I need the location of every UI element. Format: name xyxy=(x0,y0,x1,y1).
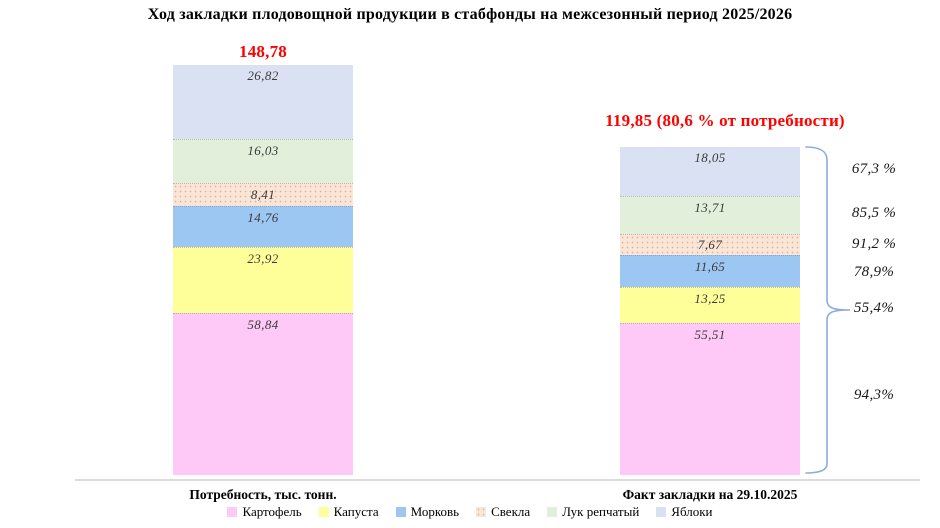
need-total-label: 148,78 xyxy=(239,42,287,61)
segment-value-label: 13,25 xyxy=(694,291,726,306)
percent-label-cabbage: 55,4% xyxy=(853,300,895,316)
percent-label-onion: 85,5 % xyxy=(851,205,897,221)
apples-swatch-icon xyxy=(656,507,667,517)
fact-bar-segment-potato: 55,51 xyxy=(620,323,800,475)
need-bar-segment-apples: 26,82 xyxy=(173,65,353,139)
fact-bar-segment-onion: 13,71 xyxy=(620,196,800,234)
segment-value-label: 13,71 xyxy=(694,200,726,215)
cabbage-swatch-icon xyxy=(318,507,329,517)
x-axis-line xyxy=(75,479,920,481)
need-bar-segment-beet: 8,41 xyxy=(173,183,353,206)
page-title: Ход закладки плодовощной продукции в ста… xyxy=(147,6,793,23)
percent-label-carrot: 78,9% xyxy=(853,264,895,280)
need-bar-segment-onion: 16,03 xyxy=(173,139,353,183)
legend-item-potato: Картофель xyxy=(227,504,302,520)
segment-value-label: 7,67 xyxy=(697,237,723,252)
brace-bracket xyxy=(805,146,851,474)
legend: Картофель Капуста Морковь Свекла Лук реп… xyxy=(0,504,940,520)
legend-label: Лук репчатый xyxy=(562,504,640,519)
fact-bar-segment-cabbage: 13,25 xyxy=(620,287,800,323)
segment-value-label: 8,41 xyxy=(250,187,276,202)
segment-value-label: 18,05 xyxy=(694,150,726,165)
category-label-need: Потребность, тыс. тонн. xyxy=(189,487,337,502)
legend-label: Капуста xyxy=(333,504,379,519)
legend-item-beet: Свекла xyxy=(476,504,530,520)
fact-bar-segment-carrot: 11,65 xyxy=(620,255,800,287)
percent-label-beet: 91,2 % xyxy=(851,236,897,252)
fact-bar-segment-apples: 18,05 xyxy=(620,147,800,196)
fact-total-label: 119,85 (80,6 % от потребности) xyxy=(605,111,845,130)
segment-value-label: 11,65 xyxy=(694,259,726,274)
fact-bar: 18,05 13,71 7,67 11,65 13,25 55,51 xyxy=(620,147,800,475)
need-bar-segment-cabbage: 23,92 xyxy=(173,247,353,313)
fact-bar-segment-beet: 7,67 xyxy=(620,234,800,255)
segment-value-label: 23,92 xyxy=(247,251,279,266)
segment-value-label: 55,51 xyxy=(694,327,726,342)
legend-label: Яблоки xyxy=(671,504,713,519)
beet-swatch-icon xyxy=(476,507,487,517)
need-bar: 26,82 16,03 8,41 14,76 23,92 58,84 xyxy=(173,65,353,475)
need-bar-segment-potato: 58,84 xyxy=(173,313,353,475)
need-bar-segment-carrot: 14,76 xyxy=(173,206,353,247)
segment-value-label: 14,76 xyxy=(247,210,279,225)
segment-value-label: 58,84 xyxy=(247,317,279,332)
legend-item-onion: Лук репчатый xyxy=(547,504,639,520)
legend-item-cabbage: Капуста xyxy=(318,504,379,520)
segment-value-label: 26,82 xyxy=(247,68,279,83)
legend-label: Морковь xyxy=(410,504,460,519)
legend-item-carrot: Морковь xyxy=(395,504,460,520)
percent-label-apples: 67,3 % xyxy=(851,161,897,177)
legend-label: Свекла xyxy=(491,504,531,519)
category-label-fact: Факт закладки на 29.10.2025 xyxy=(622,487,798,502)
segment-value-label: 16,03 xyxy=(247,143,279,158)
potato-swatch-icon xyxy=(227,507,238,517)
legend-item-apples: Яблоки xyxy=(656,504,713,520)
legend-label: Картофель xyxy=(242,504,302,519)
percent-label-potato: 94,3% xyxy=(853,387,895,403)
onion-swatch-icon xyxy=(547,507,558,517)
carrot-swatch-icon xyxy=(395,507,406,517)
